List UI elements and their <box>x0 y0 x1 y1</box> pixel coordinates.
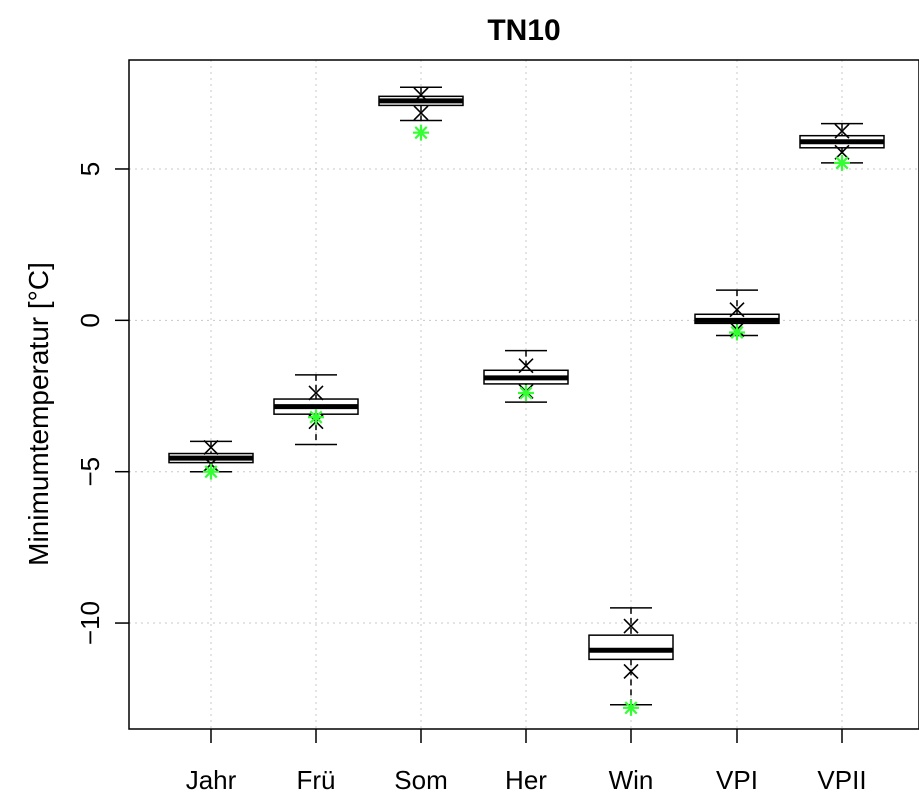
y-axis: −10 −5 0 5 <box>75 162 129 645</box>
asterisk-stroke <box>835 156 849 170</box>
box-win <box>588 607 674 706</box>
x-marker <box>203 439 219 456</box>
box-body <box>588 634 674 661</box>
chart-title: TN10 <box>487 14 560 47</box>
asterisk-stroke <box>309 410 323 424</box>
x-marker-stroke <box>308 385 324 401</box>
x-tick-label: VPII <box>817 765 866 795</box>
x-tick-label: VPI <box>716 765 758 795</box>
green-asterisk-marker <box>308 409 324 426</box>
box-som <box>378 86 464 122</box>
x-marker-stroke <box>413 87 429 103</box>
x-marker <box>413 87 429 103</box>
x-axis: Jahr Frü Som Her Win VPI VPII <box>186 729 867 795</box>
y-axis-label: Minimumtemperatur [°C] <box>23 262 54 566</box>
x-marker <box>518 358 534 374</box>
asterisk-stroke <box>414 126 428 140</box>
x-marker-stroke <box>203 439 219 456</box>
x-marker-stroke <box>413 105 429 121</box>
x-marker-stroke <box>729 302 745 318</box>
x-marker-stroke <box>623 663 639 680</box>
green-asterisk-marker <box>413 124 429 141</box>
markers-layer <box>203 87 850 716</box>
x-marker <box>623 663 639 680</box>
green-asterisk-marker <box>834 154 850 171</box>
box-her <box>483 349 569 403</box>
x-tick-label: Jahr <box>186 765 237 795</box>
asterisk-stroke <box>519 386 533 400</box>
y-tick-label: −5 <box>75 457 105 487</box>
x-marker <box>834 123 850 139</box>
x-marker <box>413 105 429 121</box>
boxes-layer <box>168 86 885 706</box>
x-marker <box>308 385 324 401</box>
x-tick-label: Som <box>394 765 447 795</box>
y-tick-label: 5 <box>75 162 105 176</box>
y-tick-label: −10 <box>75 601 105 645</box>
plot-frame <box>128 59 919 730</box>
x-marker <box>623 618 639 634</box>
green-asterisk-marker <box>518 384 534 401</box>
x-marker-stroke <box>518 358 534 374</box>
green-asterisk-marker <box>729 324 745 341</box>
x-marker <box>729 302 745 318</box>
asterisk-stroke <box>730 325 744 339</box>
box-frü <box>273 374 359 446</box>
asterisk-stroke <box>624 701 638 715</box>
x-marker-stroke <box>623 618 639 634</box>
green-asterisk-marker <box>623 699 639 716</box>
x-tick-label: Frü <box>297 765 336 795</box>
box-vpii <box>799 122 885 164</box>
y-tick-label: 0 <box>75 313 105 327</box>
x-tick-label: Win <box>609 765 654 795</box>
asterisk-stroke <box>204 465 218 479</box>
green-asterisk-marker <box>203 463 219 480</box>
x-tick-label: Her <box>505 765 547 795</box>
x-marker-stroke <box>834 123 850 139</box>
